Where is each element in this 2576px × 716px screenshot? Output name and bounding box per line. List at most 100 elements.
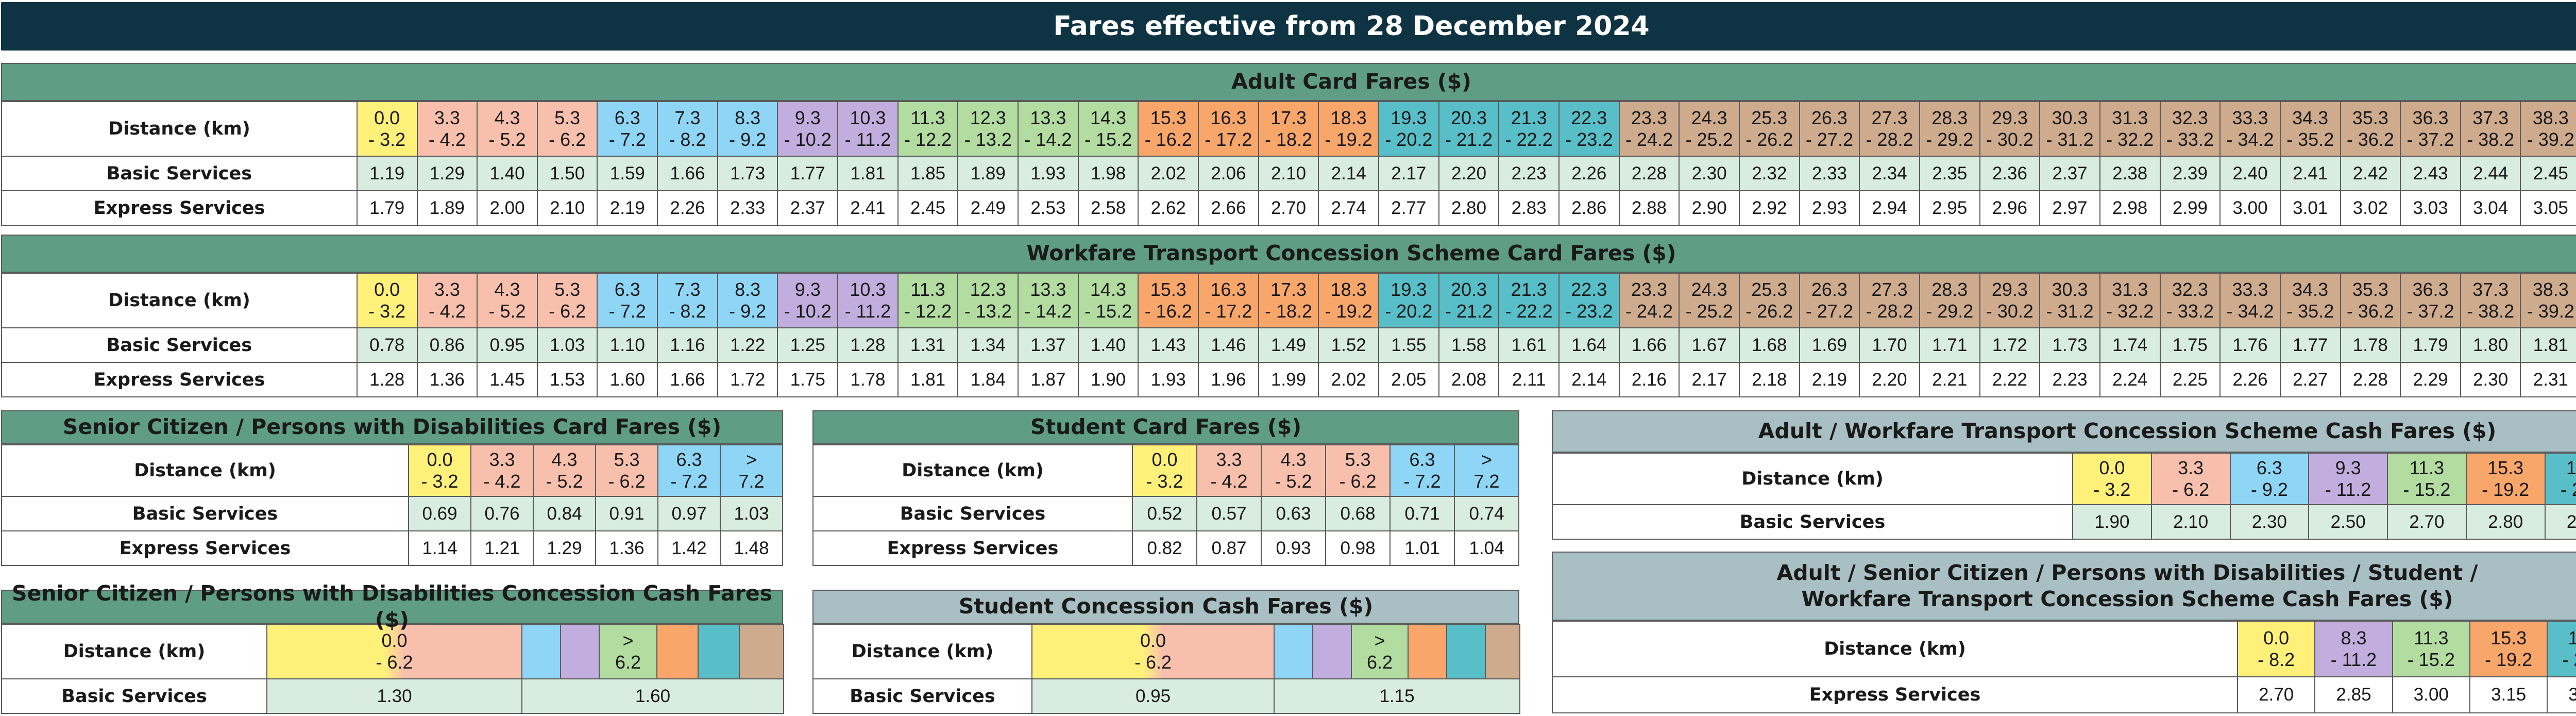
fare-cell: 2.31 — [2520, 362, 2576, 397]
basic-row: Basic Services 0.69 0.76 0.84 0.91 0.97 1.03 — [1, 496, 783, 531]
distance-band-cell: 8.3- 9.2 — [717, 101, 778, 157]
distance-band-cell: 32.3- 33.2 — [2159, 273, 2221, 328]
distance-band-cell: 11.3- 12.2 — [897, 101, 959, 157]
fare-cell: 1.42 — [657, 530, 721, 566]
fare-cell: 0.93 — [1261, 530, 1326, 566]
fare-cell: 1.69 — [1799, 327, 1860, 363]
fare-cell: 2.96 — [1979, 190, 2041, 226]
express-row: Express Services 1.79 1.89 2.00 2.10 2.19 2.26… — [1, 190, 2576, 226]
distance-band-cell: >7.2 — [720, 444, 783, 497]
senior-cash-fares: Senior Citizen / Persons with Disabiliti… — [1, 581, 784, 714]
basic-row: Basic Services1.902.102.302.502.702.802.… — [1552, 504, 2576, 540]
distance-band-cell: 28.3- 29.2 — [1919, 101, 1980, 157]
fare-cell: 1.28 — [356, 362, 418, 397]
student-card-fares: Student Card Fares ($) Distance (km) 0.0-… — [812, 410, 1519, 566]
fare-cell: 0.84 — [533, 496, 596, 531]
distance-band-cell: 20.3- 21.2 — [1438, 101, 1500, 157]
distance-band-cell: 9.3- 10.2 — [777, 273, 839, 328]
fare-cell: 1.81 — [897, 362, 959, 397]
basic-label: Basic Services — [812, 496, 1133, 531]
fare-cell: 1.85 — [897, 156, 959, 191]
fare-cell: 1.03 — [536, 327, 598, 363]
distance-label: Distance (km) — [1552, 621, 2238, 677]
fare-cell: 2.80 — [2465, 504, 2546, 540]
fare-cell: 1.89 — [416, 190, 478, 226]
fare-cell: 1.73 — [2039, 327, 2100, 363]
distance-row: Distance (km) 0.0- 3.2 3.3- 4.2 4.3- 5.2 5.3… — [812, 444, 1519, 497]
fare-cell: 1.87 — [1018, 362, 1079, 397]
distance-band-cell: 19.3- 20.2 — [1378, 101, 1439, 157]
fare-cell: 2.28 — [2340, 362, 2401, 397]
distance-label: Distance (km) — [1, 624, 267, 679]
distance-range-0-6.2: 0.0- 6.2 — [1031, 624, 1275, 679]
distance-band-cell: 31.3- 32.2 — [2099, 101, 2161, 157]
distance-band-cell: 13.3- 14.2 — [1018, 273, 1079, 328]
fare-cell: 2.06 — [1198, 156, 1259, 191]
distance-band-cell: 14.3- 15.2 — [1077, 273, 1139, 328]
fare-cell: 2.74 — [1318, 190, 1380, 226]
basic-label: Basic Services — [1, 678, 267, 714]
distance-band-cell: 18.3- 19.2 — [1318, 273, 1380, 328]
fare-cell: 1.81 — [2520, 327, 2576, 363]
fare-cell: 3.05 — [2520, 190, 2576, 226]
fare-cell: 2.17 — [1679, 362, 1740, 397]
fare-cell: 2.10 — [1258, 156, 1319, 191]
adult-cash-fares-table: Distance (km) 0.0- 3.2 3.3- 6.2 6.3- 9.2 9.3… — [1552, 453, 2576, 540]
fare-cell: 0.63 — [1261, 496, 1326, 531]
distance-band-cell: 0.0- 3.2 — [2072, 453, 2152, 505]
fare-cell: 2.30 — [2460, 362, 2521, 397]
distance-band-cell: 34.3- 35.2 — [2279, 273, 2341, 328]
fare-cell: 0.52 — [1132, 496, 1197, 531]
fare-cell: 1.96 — [1198, 362, 1259, 397]
distance-band-cell: 0.0- 3.2 — [408, 444, 471, 497]
fare-cell: 2.50 — [2308, 504, 2388, 540]
distance-band-cell: 7.3- 8.2 — [657, 273, 718, 328]
fare-cell: 2.26 — [1558, 156, 1620, 191]
distance-band-cell: 0.0- 3.2 — [356, 273, 418, 328]
fare-cell: 3.04 — [2460, 190, 2521, 226]
distance-row: Distance (km) 0.0- 6.2 >6.2 — [812, 624, 1520, 679]
distance-band-cell: 20.3- 21.2 — [1438, 273, 1500, 328]
distance-band-cell: 30.3- 31.2 — [2039, 273, 2100, 328]
fare-cell: 2.99 — [2159, 190, 2221, 226]
fare-cell: 1.68 — [1738, 327, 1800, 363]
fare-cell: 1.50 — [536, 156, 598, 191]
fare-cell: 1.10 — [597, 327, 658, 363]
fare-cell: 2.24 — [2099, 362, 2161, 397]
fare-cell: 2.41 — [2279, 156, 2341, 191]
fare-cell: 2.19 — [597, 190, 658, 226]
student-card-fares-heading: Student Card Fares ($) — [812, 410, 1519, 444]
distance-band-cell: 3.3- 4.2 — [416, 101, 478, 157]
distance-band-cell: 4.3- 5.2 — [477, 273, 538, 328]
fare-cell: 1.72 — [717, 362, 778, 397]
fare-cell: 0.86 — [416, 327, 478, 363]
distance-band-cell: 7.3- 8.2 — [657, 101, 718, 157]
fare-cell: 1.93 — [1138, 362, 1199, 397]
fare-cell: 1.21 — [470, 530, 534, 566]
distance-label: Distance (km) — [1552, 453, 2073, 505]
basic-label: Basic Services — [812, 678, 1032, 714]
distance-row: Distance (km) 0.0- 8.2 8.3- 11.2 11.3- 15.2… — [1552, 621, 2576, 677]
distance-band-cell: 16.3- 17.2 — [1198, 273, 1259, 328]
distance-band-cell: 11.3- 12.2 — [897, 273, 959, 328]
senior-card-fares-table: Distance (km) 0.0- 3.2 3.3- 4.2 4.3- 5.2 5.3… — [1, 444, 783, 566]
workfare-card-fares: Workfare Transport Concession Scheme Car… — [1, 235, 2576, 397]
distance-band-cell: 15.3- 19.2 — [2469, 621, 2548, 677]
fare-cell: 2.33 — [717, 190, 778, 226]
express-cash-fares-table: Distance (km) 0.0- 8.2 8.3- 11.2 11.3- 15.2… — [1552, 621, 2576, 713]
fare-cell: 2.45 — [2520, 156, 2576, 191]
fare-cell: 1.40 — [477, 156, 538, 191]
distance-band-cell: 9.3- 10.2 — [777, 101, 839, 157]
distance-band-cell: 3.3- 4.2 — [1196, 444, 1262, 497]
basic-row: Basic Services 0.52 0.57 0.63 0.68 0.71 0.74 — [812, 496, 1519, 531]
fare-cell: 2.28 — [1618, 156, 1680, 191]
fare-cell: 2.14 — [1558, 362, 1620, 397]
fare-cell: 2.70 — [1258, 190, 1319, 226]
fare-cell: 1.60 — [521, 678, 784, 714]
distance-band-cell: 26.3- 27.2 — [1799, 273, 1860, 328]
fare-cell: 2.90 — [2544, 504, 2576, 540]
fare-cell: 1.64 — [1558, 327, 1620, 363]
distance-label: Distance (km) — [1, 273, 358, 328]
distance-label: Distance (km) — [812, 444, 1133, 497]
distance-band-cell: 19.3- 23.2 — [2547, 621, 2576, 677]
